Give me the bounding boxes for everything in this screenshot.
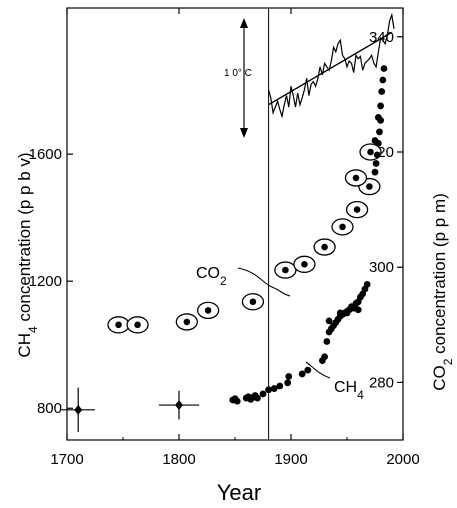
ch4-point	[298, 370, 306, 378]
plot-layer: 170018001900200080012001600280300320340	[29, 7, 420, 468]
co2-point	[115, 321, 122, 329]
x-axis-title: Year	[217, 480, 261, 505]
ch4-point	[276, 382, 284, 390]
ch4-point	[259, 390, 267, 398]
temperature-trend-line	[268, 31, 393, 106]
ch4-point	[285, 373, 293, 380]
ch4-point	[363, 280, 371, 288]
ch4-point	[270, 385, 278, 392]
co2-direct-point	[376, 128, 383, 136]
co2-direct-point	[371, 137, 379, 144]
ch4-point	[265, 386, 272, 394]
ch4-point	[233, 397, 241, 405]
y-right-tick-label: 300	[369, 259, 394, 276]
y-axis-left-title: CH4 concentration (p p b v)	[15, 152, 40, 357]
x-tick-label: 1700	[50, 451, 83, 468]
y-right-tick-label: 280	[369, 374, 394, 391]
co2-point	[249, 298, 257, 306]
co2-direct-point	[378, 88, 386, 95]
co2-point	[301, 261, 308, 268]
co2-direct-point	[374, 114, 382, 121]
co2-point	[339, 223, 346, 231]
x-tick-label: 1800	[162, 451, 195, 468]
ch4-point	[325, 317, 333, 325]
co2-point	[183, 318, 191, 326]
ch4-point	[284, 379, 292, 387]
y-left-tick-label: 1200	[29, 273, 62, 290]
co2-direct-point	[371, 168, 379, 176]
y-left-tick-label: 800	[37, 400, 62, 417]
ch4-diamond-point	[175, 400, 183, 411]
ch4-point	[254, 394, 261, 402]
co2-point	[321, 243, 328, 251]
x-tick-label: 1900	[274, 451, 307, 468]
x-tick-label: 2000	[386, 451, 419, 468]
ch4-point	[354, 306, 362, 314]
y-left-tick-label: 1600	[29, 146, 62, 163]
co2-point	[353, 206, 361, 213]
co2-direct-point	[379, 76, 387, 84]
ch4-diamond-point	[74, 404, 83, 415]
temperature-scale-label: 1 0° C	[224, 68, 252, 79]
co2-annotation-label: CO2	[196, 265, 227, 288]
ch4-point	[343, 309, 351, 317]
ch4-annotation-label: CH4	[334, 379, 364, 402]
y-axis-right-title: CO2 concentration (p p m)	[430, 193, 455, 391]
co2-direct-point	[373, 151, 381, 159]
co2-point	[134, 321, 141, 329]
ch4-point	[321, 353, 328, 361]
co2-direct-point	[372, 160, 380, 167]
co2-point	[282, 266, 289, 274]
co2-point	[367, 148, 374, 156]
ch4-leader-line	[305, 361, 331, 379]
co2-direct-point	[380, 65, 388, 72]
co2-point	[366, 183, 373, 190]
temperature-series-line	[268, 12, 395, 119]
ch4-point	[336, 309, 344, 317]
co2-leader-line	[237, 267, 291, 297]
ch4-point	[304, 366, 312, 374]
co2-direct-point	[377, 102, 384, 110]
co2-point	[352, 174, 360, 182]
ch4-point	[323, 338, 331, 345]
temperature-scale-arrow-up	[240, 18, 248, 28]
co2-point	[204, 307, 212, 314]
temperature-scale-arrow-down	[240, 128, 248, 138]
